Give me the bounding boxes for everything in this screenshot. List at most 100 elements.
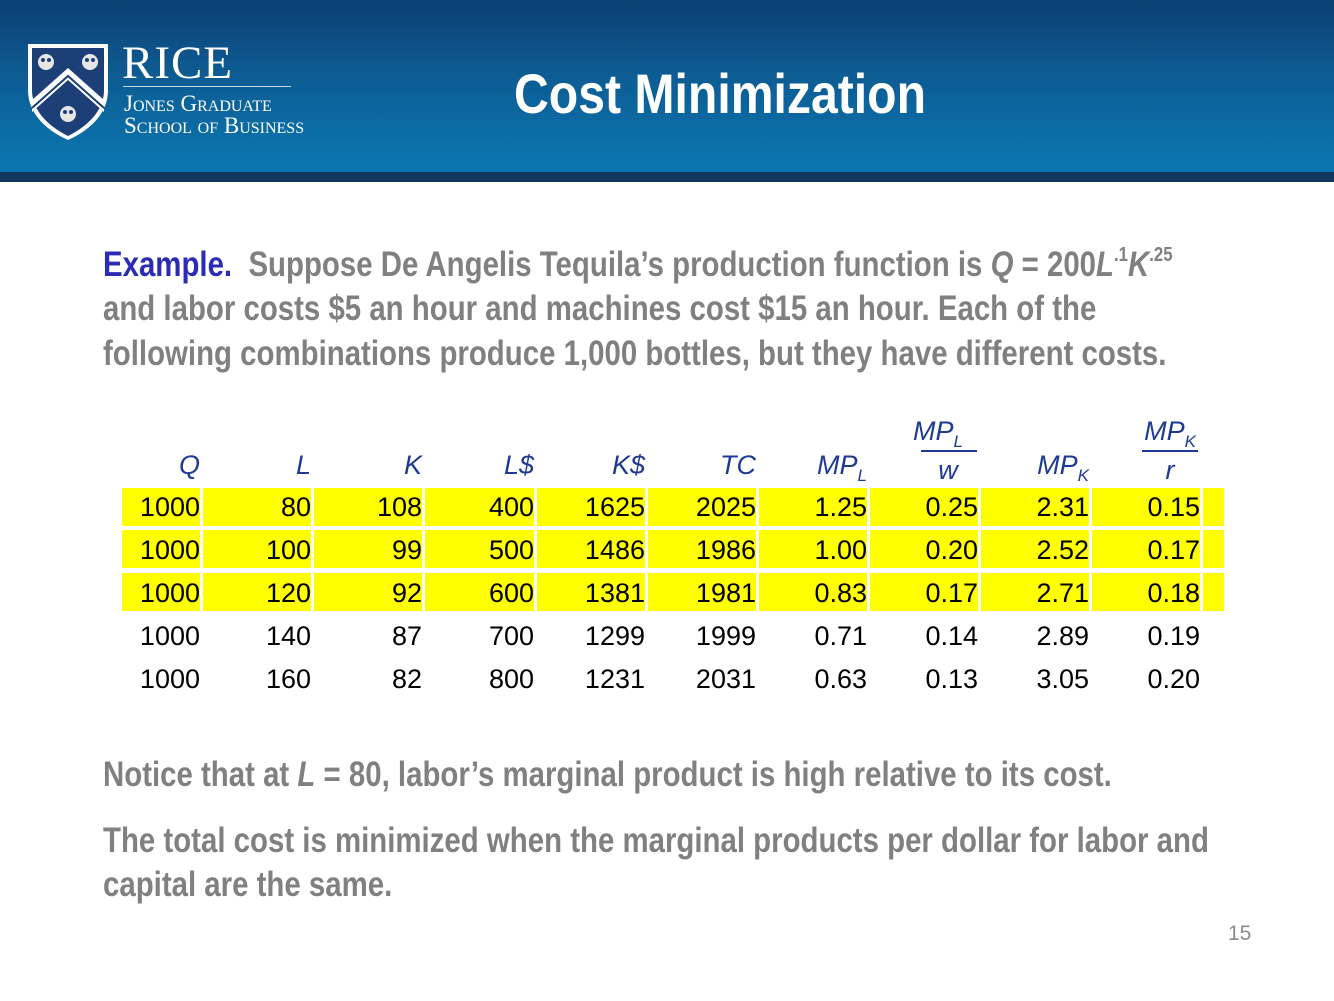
table-cell: 1000 [139, 621, 200, 651]
logo-divider [123, 86, 291, 87]
table-cell: 1486 [584, 535, 645, 565]
table-cell: 87 [391, 621, 422, 651]
header-l: L [295, 450, 311, 480]
header-divider [0, 172, 1334, 182]
note-1: Notice that at L = 80, labor’s marginal … [103, 753, 1112, 797]
highlight-row-3 [122, 573, 1224, 611]
table-cell: 1299 [584, 621, 645, 651]
intro-text: Suppose De Angelis Tequila’s production … [248, 245, 983, 284]
table-cell: 700 [488, 621, 534, 651]
column-separator [200, 488, 203, 611]
formula-k: K [1128, 245, 1150, 284]
table-cell: 2.31 [1036, 492, 1089, 522]
table-cell: 0.25 [925, 492, 978, 522]
column-separator [867, 488, 870, 611]
table-cell: 100 [265, 535, 311, 565]
formula-l-exponent: .1 [1114, 244, 1129, 266]
header-mpl-per-w-numerator: MPL [913, 416, 963, 451]
note-2-line-1: The total cost is minimized when the mar… [103, 821, 1209, 860]
table-cell: 0.17 [925, 578, 978, 608]
column-separator [978, 488, 981, 611]
table-cell: 1000 [139, 492, 200, 522]
logo-wordmark: RICE [122, 37, 234, 89]
logo-subtitle: Jones Graduate School of Business [124, 91, 305, 138]
table-cell: 0.83 [814, 578, 867, 608]
header-mpk-per-r-numerator: MPK [1144, 416, 1196, 451]
table-cell: 0.13 [925, 664, 978, 694]
table-cell: 2.52 [1036, 535, 1089, 565]
header-total-cost: TC [720, 450, 756, 480]
column-separator [534, 488, 537, 611]
table-cell: 2025 [695, 492, 756, 522]
table-cell: 1000 [139, 578, 200, 608]
example-label: Example. [103, 245, 233, 284]
formula-q: Q [990, 245, 1014, 284]
highlight-row-1 [122, 488, 1224, 526]
header-labor-cost: L$ [503, 450, 534, 480]
note-1-variable: L [297, 755, 316, 794]
formula-eq: = 200 [1021, 245, 1097, 284]
logo-line-2: School of Business [124, 113, 305, 138]
fraction-bar [921, 450, 977, 452]
column-separator [1200, 488, 1203, 611]
table-cell: 3.05 [1036, 664, 1089, 694]
rice-shield-icon [28, 44, 108, 140]
table-cell: 800 [488, 664, 534, 694]
table-cell: 1999 [695, 621, 756, 651]
table-cell: 0.15 [1147, 492, 1200, 522]
header-q: Q [178, 450, 200, 480]
fraction-bar [1142, 450, 1198, 452]
table-cell: 140 [265, 621, 311, 651]
table-cell: 0.19 [1147, 621, 1200, 651]
table-cell: 0.63 [814, 664, 867, 694]
column-separator [422, 488, 425, 611]
formula-l: L [1096, 245, 1115, 284]
table-cell: 2.71 [1036, 578, 1089, 608]
slide-title: Cost Minimization [514, 62, 927, 125]
table-cell: 1381 [584, 578, 645, 608]
table-cell: 600 [488, 578, 534, 608]
table-cell: 1000 [139, 535, 200, 565]
table-cell: 0.20 [1147, 664, 1200, 694]
intro-line-3: following combinations produce 1,000 bot… [103, 334, 1167, 373]
header-mpl: MPL [817, 450, 867, 485]
table-cell: 1231 [584, 664, 645, 694]
table-cell: 1986 [695, 535, 756, 565]
highlight-row-2 [122, 530, 1224, 568]
table-cell: 0.20 [925, 535, 978, 565]
column-separator [756, 488, 759, 611]
table-cell: 108 [376, 492, 422, 522]
intro-line-2: and labor costs $5 an hour and machines … [103, 289, 1097, 328]
table-cell: 2.89 [1036, 621, 1089, 651]
table-cell: 2031 [695, 664, 756, 694]
note-1-start: Notice that at [103, 755, 290, 794]
formula-k-exponent: .25 [1149, 244, 1173, 266]
header-mpk: MPK [1037, 450, 1089, 485]
table-cell: 160 [265, 664, 311, 694]
table-cell: 1981 [695, 578, 756, 608]
page-number: 15 [1228, 922, 1252, 945]
logo-line-1: Jones Graduate [124, 91, 272, 116]
table-cell: 400 [488, 492, 534, 522]
table-cell: 1.00 [814, 535, 867, 565]
table-cell: 0.18 [1147, 578, 1200, 608]
column-separator [645, 488, 648, 611]
table-cell: 500 [488, 535, 534, 565]
header-k: K [403, 450, 422, 480]
table-cell: 0.14 [925, 621, 978, 651]
table-cell: 120 [265, 578, 311, 608]
table-cell: 1.25 [814, 492, 867, 522]
table-cell: 1625 [584, 492, 645, 522]
table-cell: 99 [391, 535, 422, 565]
table-cell: 92 [391, 578, 422, 608]
table-cell: 1000 [139, 664, 200, 694]
table-cell: 0.17 [1147, 535, 1200, 565]
intro-line-1: Example. Suppose De Angelis Tequila’s pr… [103, 243, 1173, 287]
column-separator [311, 488, 314, 611]
note-1-end: = 80, labor’s marginal product is high r… [323, 755, 1112, 794]
table-cell: 0.71 [814, 621, 867, 651]
header-mpl-per-w-denominator: w [938, 455, 958, 485]
table-cell: 80 [280, 492, 311, 522]
note-2-line-2: capital are the same. [103, 865, 393, 904]
table-cell: 82 [391, 664, 422, 694]
